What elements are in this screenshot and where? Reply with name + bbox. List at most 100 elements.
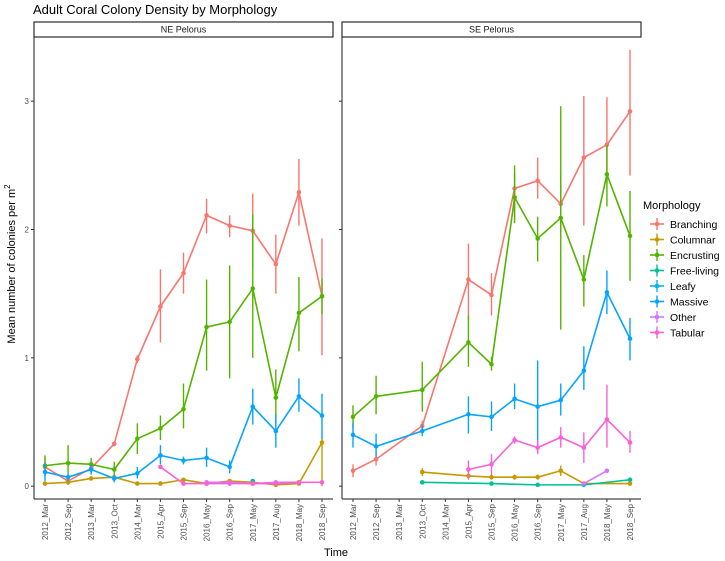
legend-key-point (654, 237, 660, 242)
series-line-segment (136, 306, 162, 360)
legend-key-point (654, 299, 660, 304)
series-line-segment (160, 454, 184, 462)
legend-title: Morphology (643, 200, 701, 212)
series-line-segment (606, 110, 631, 146)
data-point (65, 474, 71, 480)
series-line-segment (183, 457, 207, 462)
series-branching (42, 158, 325, 485)
data-point (65, 460, 71, 466)
x-tick-label: 2018_May (603, 504, 612, 541)
data-point (419, 480, 425, 485)
data-point (227, 464, 232, 470)
data-point (135, 436, 140, 441)
series-line-segment (159, 466, 184, 485)
series-line-segment (113, 358, 139, 445)
legend-item-leafy: Leafy (650, 280, 696, 293)
series-line-segment (491, 482, 538, 486)
data-point (489, 292, 494, 298)
series-line-segment (298, 295, 323, 314)
data-point (627, 336, 633, 341)
data-point (350, 468, 356, 474)
data-point (581, 277, 587, 282)
legend-item-free-living: Free-living (650, 264, 719, 278)
data-point (419, 428, 425, 434)
series-line-segment (375, 389, 423, 398)
x-tick-label: 2017_May (249, 504, 258, 541)
facet-panel-se-pelorus: SE Pelorus 2012_Mar 2012_Sep 2013_Mar 2013_O… (339, 21, 642, 541)
data-point (227, 319, 232, 325)
legend-key-point (654, 252, 660, 258)
series-line-segment (159, 272, 185, 307)
series-line-segment (514, 179, 538, 190)
series-line-segment (90, 443, 115, 469)
x-tick-label: 2014_Mar (441, 504, 450, 540)
x-tick-label: 2016_Sep (534, 503, 543, 540)
data-point (158, 304, 163, 309)
series-line-segment (275, 481, 299, 485)
data-point (111, 476, 117, 481)
series-line-segment (352, 395, 377, 418)
series-line-segment (206, 214, 230, 227)
data-point (627, 481, 633, 486)
x-tick-label: 2016_May (511, 504, 520, 541)
legend-item-encrusting: Encrusting (650, 249, 720, 262)
series-line-segment (206, 321, 230, 328)
series-line-segment (514, 439, 538, 449)
data-point (65, 480, 71, 485)
series-massive (350, 270, 633, 457)
series-line-segment (537, 399, 561, 408)
data-point (250, 481, 256, 486)
data-point (42, 469, 48, 475)
series-line-segment (491, 398, 516, 418)
data-point (512, 474, 517, 480)
data-point (204, 481, 209, 486)
data-point (627, 440, 633, 445)
data-point (466, 340, 471, 345)
series-line-segment (114, 472, 138, 480)
legend-item-columnar: Columnar (650, 233, 716, 247)
x-tick-label: 2013_Mar (87, 504, 96, 540)
data-point (158, 481, 163, 486)
legend-label: Free-living (670, 266, 719, 278)
legend-label: Other (670, 312, 697, 324)
data-point (42, 481, 48, 486)
data-point (581, 445, 587, 450)
x-tick-label: 2017_Aug (580, 504, 589, 540)
series-line-segment (90, 463, 115, 471)
series-line-segment (67, 477, 92, 484)
data-point (489, 474, 494, 480)
data-point (227, 481, 232, 486)
legend-key-point (654, 268, 660, 273)
x-tick-label: 2015_Apr (156, 504, 165, 539)
data-point (319, 440, 325, 445)
series-line-segment (560, 436, 585, 449)
data-point (604, 290, 610, 295)
data-point (627, 109, 633, 114)
legend: Morphology Branching Columnar Encrusting Fr… (643, 200, 720, 340)
x-tick-label: 2018_May (295, 504, 304, 541)
series-line-segment (583, 174, 608, 280)
series-line-segment (560, 217, 585, 280)
series-columnar (419, 465, 633, 486)
series-encrusting (42, 214, 325, 478)
series-line-segment (159, 408, 185, 430)
data-point (88, 467, 94, 472)
series-line-segment (182, 326, 208, 410)
x-tick-label: 2013_Oct (418, 503, 427, 538)
x-tick-label: 2013_Mar (395, 504, 404, 540)
x-tick-label: 2015_Apr (464, 504, 473, 539)
data-point (135, 356, 140, 362)
series-line-segment (67, 468, 92, 478)
y-axis-title-text: Mean number of colonies per m (6, 189, 18, 344)
data-point (558, 215, 564, 221)
series-line-segment (606, 174, 631, 237)
data-point (296, 394, 302, 399)
data-point (250, 404, 256, 409)
series-line-segment (375, 425, 423, 460)
series-line-segment (229, 224, 253, 232)
data-point (273, 428, 279, 434)
y-tick-label: 0 (25, 482, 30, 491)
data-point (558, 468, 564, 474)
x-tick-label: 2015_Sep (180, 503, 189, 540)
data-point (466, 467, 471, 472)
